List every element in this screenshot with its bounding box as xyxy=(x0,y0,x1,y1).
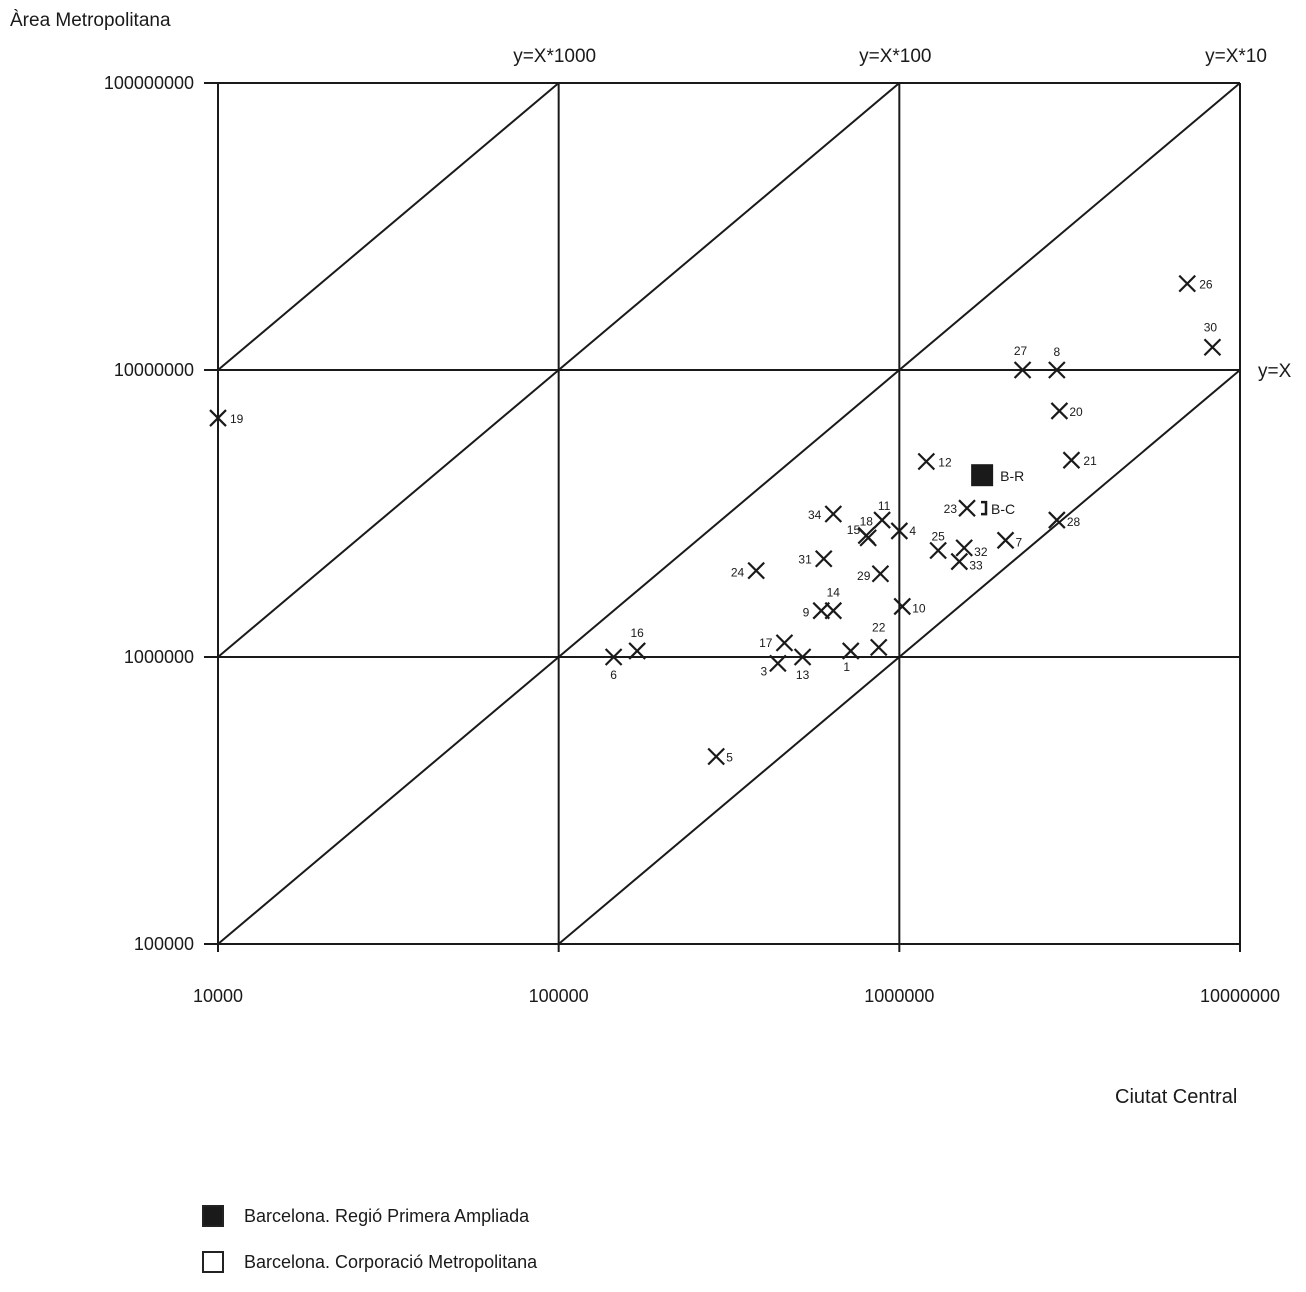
data-point-label: 21 xyxy=(1083,454,1097,468)
data-point-label: 30 xyxy=(1204,320,1218,334)
data-point-label: 9 xyxy=(803,606,810,620)
reference-line-label: y=X*100 xyxy=(859,46,931,67)
data-point-label: 20 xyxy=(1069,405,1083,419)
x-tick-label: 10000000 xyxy=(1200,986,1280,1006)
legend-item-regio: Barcelona. Regió Primera Ampliada xyxy=(202,1200,537,1232)
data-point-label: 3 xyxy=(761,664,768,678)
data-point-7 xyxy=(996,531,1015,550)
reference-line-label: y=X*10 xyxy=(1205,46,1267,67)
data-point-label: 6 xyxy=(610,668,617,682)
data-point-4 xyxy=(890,522,909,540)
bracket-label: B-C xyxy=(991,501,1015,517)
data-point-10 xyxy=(893,597,912,616)
data-point-label: 29 xyxy=(857,569,871,583)
data-point-25 xyxy=(929,541,947,560)
data-point-6 xyxy=(604,648,623,666)
data-point-22 xyxy=(869,638,888,657)
data-point-18 xyxy=(857,526,876,545)
data-point-label: 13 xyxy=(796,668,810,682)
data-point-label: 14 xyxy=(827,586,841,600)
y-tick-label: 100000000 xyxy=(104,73,194,93)
data-point-1 xyxy=(841,642,860,660)
data-point-label: 32 xyxy=(974,545,988,559)
data-point-label: 7 xyxy=(1016,535,1023,549)
y-axis-label: Àrea Metropolitana xyxy=(10,10,171,31)
reference-line xyxy=(558,369,1241,945)
x-tick-label: 100000 xyxy=(529,986,589,1006)
data-point-32 xyxy=(955,539,973,557)
legend-swatch-filled xyxy=(202,1205,224,1227)
reference-line xyxy=(217,82,560,371)
data-point-20 xyxy=(1050,402,1069,420)
data-point-11 xyxy=(873,511,891,529)
data-point-label: 18 xyxy=(860,515,874,529)
data-point-label: 1 xyxy=(843,660,850,674)
data-point-29 xyxy=(871,564,890,583)
data-point-27 xyxy=(1013,361,1032,379)
data-point-label: 31 xyxy=(798,553,812,567)
x-axis-label: Ciutat Central xyxy=(1115,1086,1238,1108)
data-point-33 xyxy=(950,552,969,571)
reference-line-label: y=X*1000 xyxy=(513,46,596,67)
data-point-23 xyxy=(958,499,976,517)
bracket-marker xyxy=(981,500,988,516)
data-point-31 xyxy=(814,549,833,568)
y-tick-label: 100000 xyxy=(134,934,194,954)
legend-label-corporacio: Barcelona. Corporació Metropolitana xyxy=(244,1251,538,1272)
scatter-chart: 10000 100000 1000000 10000000 100000 1000000 1… xyxy=(104,46,1292,1006)
y-tick-label: 10000000 xyxy=(114,360,194,380)
data-point-30 xyxy=(1203,338,1222,357)
legend-label-regio: Barcelona. Regió Primera Ampliada xyxy=(244,1205,530,1226)
data-point-17 xyxy=(775,634,794,652)
data-point-label: 12 xyxy=(938,455,952,469)
data-point-label: 16 xyxy=(630,626,644,640)
data-point-label: 28 xyxy=(1067,515,1081,529)
data-point-label: 8 xyxy=(1054,345,1061,359)
reference-line xyxy=(217,82,1241,945)
data-point-label: 11 xyxy=(878,499,891,513)
data-point-34 xyxy=(824,505,843,523)
data-point-8 xyxy=(1048,361,1066,379)
data-point-label: 22 xyxy=(872,620,886,634)
data-point-3 xyxy=(769,654,787,673)
data-point-label: 19 xyxy=(230,412,244,426)
data-point-12 xyxy=(917,452,936,471)
data-point-label: 34 xyxy=(808,508,822,522)
data-point-label: 25 xyxy=(931,530,945,544)
highlight-marker xyxy=(971,464,994,487)
legend: Barcelona. Regió Primera Ampliada Barcel… xyxy=(202,1200,537,1292)
data-point-label: 24 xyxy=(731,566,745,580)
data-point-24 xyxy=(747,561,765,580)
data-point-21 xyxy=(1062,451,1081,469)
reference-line-label: y=X xyxy=(1258,361,1292,382)
data-point-label: 23 xyxy=(944,502,958,516)
data-point-label: 33 xyxy=(969,559,983,573)
data-point-label: 4 xyxy=(909,524,916,538)
y-tick-label: 1000000 xyxy=(124,647,194,667)
data-point-label: 27 xyxy=(1014,344,1028,358)
data-point-28 xyxy=(1048,511,1066,529)
reference-line xyxy=(217,82,900,658)
data-point-14 xyxy=(824,601,843,620)
highlight-label: B-R xyxy=(1000,468,1024,484)
data-point-label: 17 xyxy=(759,636,773,650)
data-point-label: 5 xyxy=(726,751,733,765)
data-point-13 xyxy=(793,648,812,666)
data-point-19 xyxy=(209,409,227,427)
x-tick-label: 1000000 xyxy=(864,986,934,1006)
data-point-16 xyxy=(628,642,646,660)
data-point-label: 10 xyxy=(912,601,926,615)
data-point-label: 26 xyxy=(1199,278,1213,292)
x-tick-label: 10000 xyxy=(193,986,243,1006)
data-point-26 xyxy=(1178,274,1197,293)
legend-item-corporacio: Barcelona. Corporació Metropolitana xyxy=(202,1246,537,1278)
data-point-5 xyxy=(707,747,725,766)
legend-swatch-empty xyxy=(202,1251,224,1273)
data-point-label: 15 xyxy=(847,523,861,537)
